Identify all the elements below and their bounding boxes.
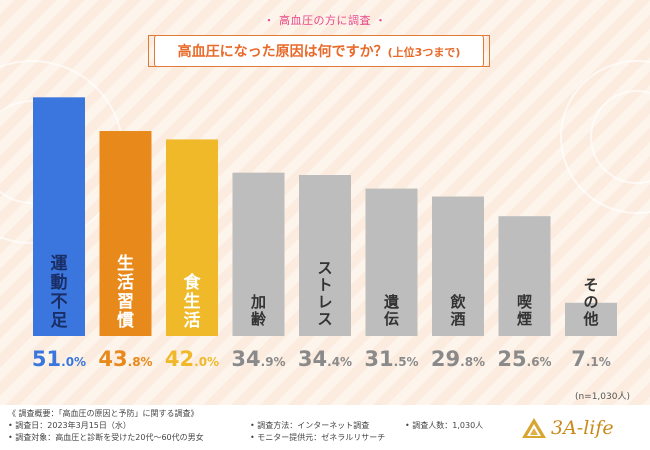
footer-count: • 調査人数：1,030人: [405, 421, 484, 430]
sample-size-note: (n=1,030人): [574, 392, 630, 402]
category-label: 生活習慣: [117, 253, 134, 331]
footer-method: • 調査方法：インターネット調査: [250, 421, 370, 430]
bar: [232, 172, 285, 336]
value-label: 34.9%: [231, 347, 285, 371]
bar: [365, 188, 418, 336]
category-label: ストレス: [317, 259, 332, 328]
bar: [432, 196, 484, 336]
value-label: 51.0%: [32, 347, 86, 371]
bar: [565, 302, 617, 336]
category-label: 運動不足: [51, 254, 68, 331]
footer-target: • 調査対象：高血圧と診断を受けた20代〜60代の男女: [8, 433, 204, 442]
value-label: 31.5%: [364, 347, 418, 371]
logo-mark-icon: [522, 418, 546, 438]
chart-title: 高血圧になった原因は何ですか？(上位3つまで): [178, 41, 461, 61]
footer-date: • 調査日：2023年3月15日（水）: [8, 421, 131, 430]
footer-monitor: • モニター提供元：ゼネラルリサーチ: [250, 433, 386, 442]
chart-title-sub: (上位3つまで): [387, 46, 461, 59]
value-label: 7.1%: [571, 347, 611, 371]
bar: [299, 175, 351, 336]
category-label: その他: [582, 276, 598, 328]
value-label: 29.8%: [431, 347, 485, 371]
value-label: 43.8%: [98, 347, 152, 371]
footer-overview: 《 調査概要：「高血圧の原因と予防」に関する調査》: [8, 409, 199, 418]
value-label: 25.6%: [497, 347, 551, 371]
value-label: 42.0%: [165, 347, 219, 371]
brand-logo: 3A-life: [521, 417, 614, 439]
chart-title-main: 高血圧になった原因は何ですか？: [177, 44, 388, 60]
bar: [166, 139, 218, 336]
category-label: 飲酒: [449, 293, 466, 328]
survey-label: ・ 高血圧の方に調査 ・: [263, 14, 387, 27]
bar: [99, 131, 152, 336]
value-label: 34.4%: [298, 347, 352, 371]
category-label: 加齢: [250, 293, 267, 328]
chart-title-box: 高血圧になった原因は何ですか？(上位3つまで): [154, 35, 484, 67]
category-label: 食生活: [184, 272, 202, 331]
bar: [33, 97, 85, 336]
logo-text: 3A-life: [551, 417, 614, 439]
survey-footer: 《 調査概要：「高血圧の原因と予防」に関する調査》 • 調査日：2023年3月1…: [0, 405, 650, 450]
category-label: 遺伝: [383, 293, 400, 328]
bar: [498, 216, 551, 336]
bar-chart: 運動不足 51.0% 生活習慣 43.8% 食生活 42.0% 加齢 34.9% ストレス 34.…: [32, 97, 617, 371]
category-label: 喫煙: [517, 293, 533, 328]
